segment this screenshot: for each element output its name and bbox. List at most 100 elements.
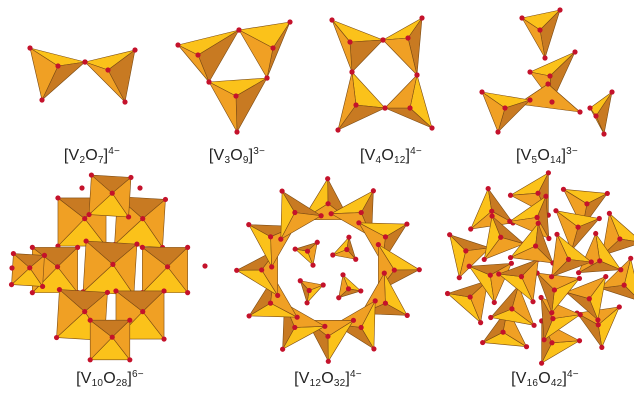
structure-v2o7 bbox=[27, 45, 138, 105]
oxygen-atom bbox=[358, 288, 364, 294]
oxygen-atom bbox=[527, 69, 533, 75]
oxygen-atom bbox=[601, 131, 607, 137]
polyhedron-face bbox=[29, 255, 45, 287]
polyhedron-face bbox=[84, 61, 126, 103]
oxygen-atom bbox=[306, 287, 312, 294]
oxygen-atom bbox=[82, 309, 88, 315]
oxygen-atom bbox=[404, 221, 410, 227]
polyhedron-face bbox=[517, 83, 581, 113]
oxygen-atom bbox=[54, 264, 61, 270]
polyhedron-face bbox=[483, 236, 525, 260]
oxygen-atom bbox=[29, 244, 35, 250]
oxygen-atom bbox=[577, 109, 583, 115]
oxygen-atom bbox=[414, 72, 420, 78]
formula-label-v12o32: [V12O32]4− bbox=[294, 369, 362, 389]
oxygen-atom bbox=[371, 346, 377, 352]
oxygen-atom bbox=[618, 267, 624, 273]
oxygen-atom bbox=[382, 105, 388, 111]
oxygen-atom bbox=[292, 209, 298, 216]
oxygen-atom bbox=[292, 324, 298, 331]
oxygen-atom bbox=[545, 81, 551, 87]
oxygen-atom bbox=[330, 252, 336, 258]
oxygen-atom bbox=[487, 272, 493, 278]
polyhedron-face bbox=[111, 319, 131, 361]
oxygen-atom bbox=[304, 300, 310, 306]
oxygen-atom bbox=[479, 89, 485, 95]
oxygen-atom bbox=[234, 129, 240, 135]
polyhedron-face bbox=[589, 107, 605, 135]
oxygen-atom bbox=[310, 262, 316, 268]
structure-v5o14 bbox=[479, 7, 615, 137]
oxygen-atom bbox=[246, 222, 252, 228]
oxygen-atom bbox=[325, 333, 331, 339]
oxygen-atom bbox=[478, 320, 484, 326]
oxygen-atom bbox=[489, 213, 495, 219]
oxygen-atom bbox=[405, 35, 411, 41]
oxygen-atom bbox=[523, 344, 530, 350]
structure-v10o28 bbox=[8, 172, 208, 363]
polyhedron-face bbox=[555, 210, 579, 251]
oxygen-atom bbox=[391, 267, 397, 273]
polyhedron-face bbox=[112, 243, 138, 296]
oxygen-atom bbox=[617, 236, 623, 242]
oxygen-atom bbox=[500, 329, 506, 335]
oxygen-atom bbox=[535, 220, 541, 226]
oxygen-atom bbox=[39, 283, 46, 290]
polyhedron-face bbox=[299, 280, 324, 291]
polyhedron-face bbox=[458, 247, 491, 278]
oxygen-atom bbox=[543, 193, 549, 199]
oxygen-atom bbox=[532, 243, 539, 249]
oxygen-atom bbox=[560, 186, 567, 192]
oxygen-atom bbox=[419, 15, 425, 21]
oxygen-atom bbox=[267, 300, 274, 306]
oxygen-atom bbox=[353, 102, 359, 108]
oxygen-atom bbox=[550, 316, 556, 322]
polyhedron-face bbox=[238, 29, 274, 79]
oxygen-atom bbox=[127, 317, 133, 323]
oxygen-atom bbox=[109, 334, 115, 340]
oxygen-atom bbox=[353, 256, 359, 262]
polyhedron-face bbox=[332, 249, 357, 260]
oxygen-atom bbox=[195, 52, 201, 58]
oxygen-atom bbox=[597, 258, 603, 264]
oxygen-atom bbox=[55, 63, 61, 69]
oxygen-atom bbox=[595, 317, 601, 323]
oxygen-atom bbox=[572, 49, 578, 55]
oxygen-atom bbox=[370, 188, 376, 194]
structure-v4o12 bbox=[329, 15, 435, 133]
oxygen-atom bbox=[518, 274, 525, 280]
polyhedron-face bbox=[551, 234, 569, 277]
oxygen-atom bbox=[507, 254, 514, 261]
oxygen-atom bbox=[137, 185, 143, 191]
oxygen-atom bbox=[56, 286, 63, 293]
oxygen-atom bbox=[275, 292, 281, 299]
oxygen-atom bbox=[27, 265, 33, 271]
formula-label-v10o28: [V10O28]6− bbox=[76, 369, 144, 389]
oxygen-atom bbox=[345, 286, 352, 292]
oxygen-atom bbox=[495, 129, 501, 135]
oxygen-atom bbox=[87, 317, 93, 323]
oxygen-atom bbox=[538, 294, 544, 301]
formula-label-v2o7: [V2O7]4− bbox=[63, 146, 121, 166]
oxygen-atom bbox=[109, 190, 115, 196]
oxygen-atom bbox=[542, 55, 548, 61]
oxygen-atom bbox=[603, 273, 609, 280]
oxygen-atom bbox=[246, 313, 252, 319]
oxygen-atom bbox=[328, 211, 334, 217]
oxygen-atom bbox=[551, 287, 558, 293]
polyhedron-face bbox=[57, 247, 78, 293]
oxygen-atom bbox=[304, 248, 311, 254]
oxygen-atom bbox=[318, 213, 324, 219]
oxygen-atom bbox=[531, 322, 537, 328]
oxygen-atom bbox=[481, 256, 487, 263]
oxygen-atom bbox=[587, 105, 593, 111]
oxygen-atom bbox=[269, 264, 275, 270]
oxygen-atom bbox=[534, 214, 540, 220]
polyhedron-face bbox=[536, 272, 580, 291]
oxygen-atom bbox=[314, 239, 320, 245]
oxygen-atom bbox=[546, 235, 552, 242]
oxygen-atom bbox=[565, 256, 572, 262]
oxygen-atom bbox=[233, 93, 239, 99]
polyhedron-face bbox=[111, 177, 132, 218]
oxygen-atom bbox=[496, 271, 502, 277]
